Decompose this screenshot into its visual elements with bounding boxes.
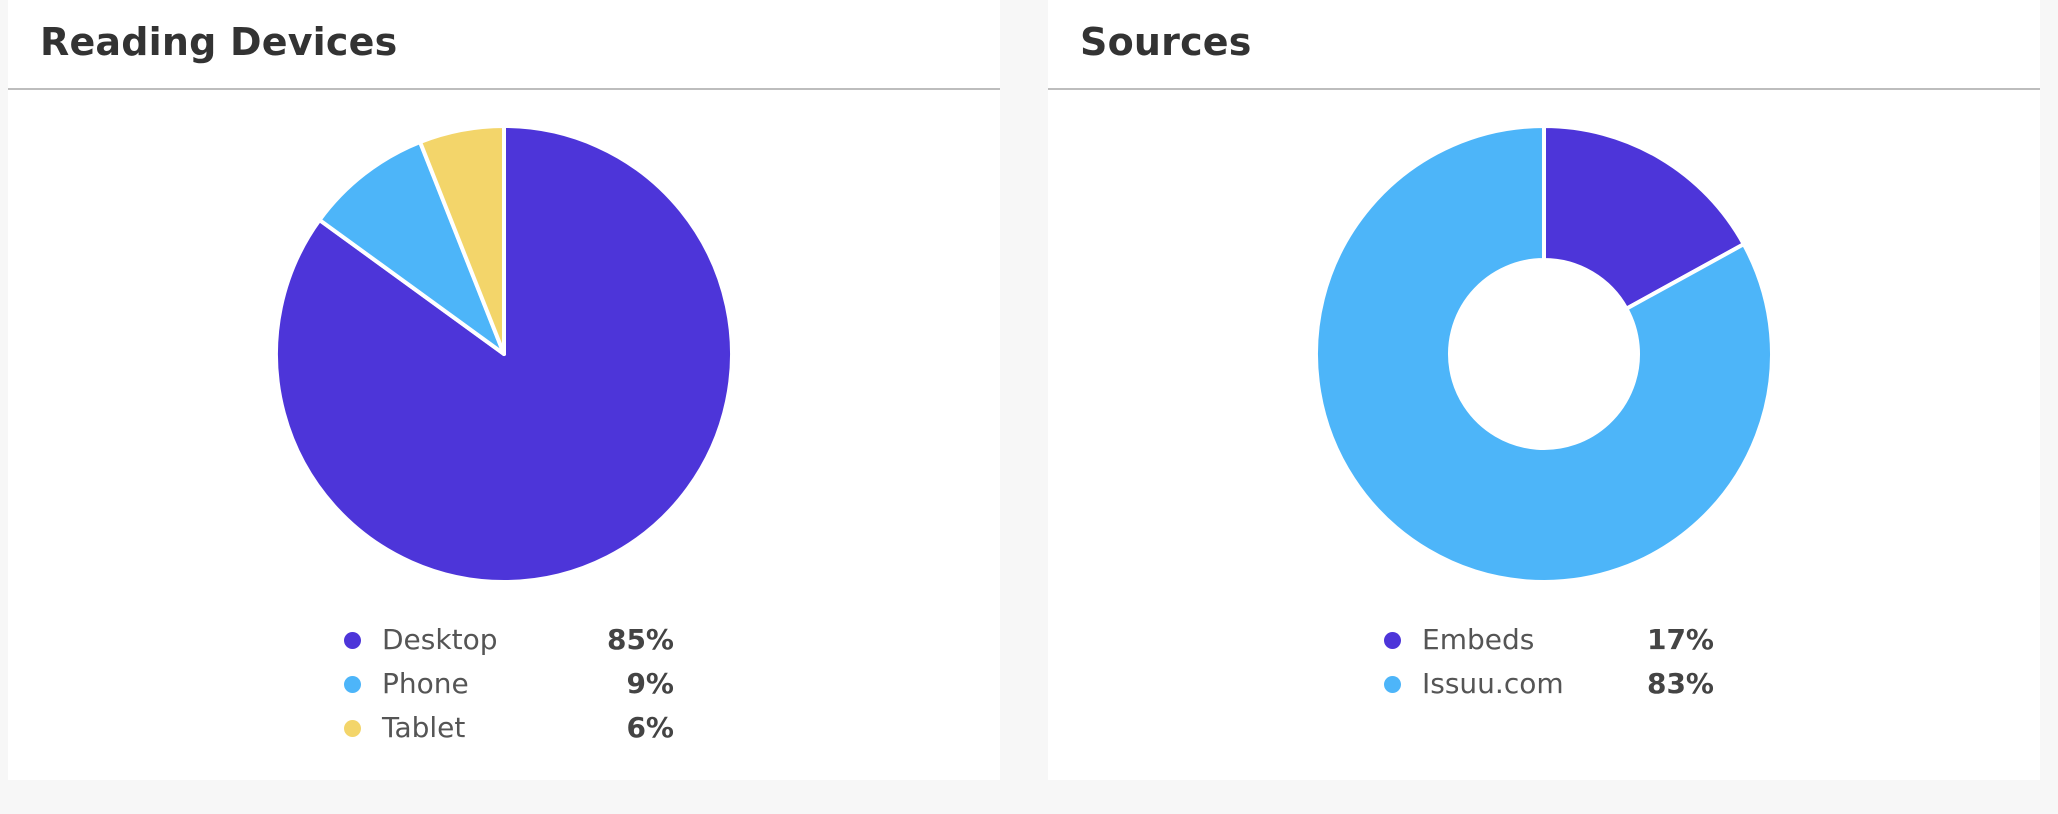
legend-value: 6% (626, 711, 674, 744)
slice-phone[interactable] (317, 140, 506, 356)
reading-devices-legend: Desktop 85% Phone 9% Tablet 6% (334, 618, 674, 750)
legend-dot-desktop (344, 632, 361, 649)
legend-value: 83% (1646, 667, 1714, 700)
legend-dot-embeds (1384, 632, 1401, 649)
reading-devices-title: Reading Devices (40, 20, 398, 64)
slice-issuu-com[interactable] (1314, 124, 1774, 584)
sources-card: Sources Embeds 17% Issuu.com 83% (1048, 0, 2040, 780)
sources-header: Sources (1048, 0, 2040, 90)
legend-item-tablet[interactable]: Tablet 6% (334, 706, 674, 750)
sources-title: Sources (1080, 20, 1252, 64)
sources-donut-chart (1314, 124, 1774, 584)
legend-value: 85% (606, 623, 674, 656)
reading-devices-header: Reading Devices (8, 0, 1000, 90)
legend-label: Phone (382, 667, 469, 700)
reading-devices-pie-chart (274, 124, 734, 584)
legend-dot-phone (344, 676, 361, 693)
legend-item-phone[interactable]: Phone 9% (334, 662, 674, 706)
legend-value: 9% (626, 667, 674, 700)
legend-label: Embeds (1422, 623, 1535, 656)
legend-label: Desktop (382, 623, 498, 656)
legend-dot-issuu (1384, 676, 1401, 693)
legend-item-embeds[interactable]: Embeds 17% (1374, 618, 1714, 662)
reading-devices-card: Reading Devices Desktop 85% Phone 9% Tab… (8, 0, 1000, 780)
legend-item-desktop[interactable]: Desktop 85% (334, 618, 674, 662)
legend-value: 17% (1646, 623, 1714, 656)
slice-tablet[interactable] (418, 124, 506, 356)
slice-embeds[interactable] (1542, 124, 1746, 311)
sources-legend: Embeds 17% Issuu.com 83% (1374, 618, 1714, 706)
legend-item-issuu[interactable]: Issuu.com 83% (1374, 662, 1714, 706)
legend-label: Tablet (382, 711, 466, 744)
legend-label: Issuu.com (1422, 667, 1564, 700)
legend-dot-tablet (344, 720, 361, 737)
